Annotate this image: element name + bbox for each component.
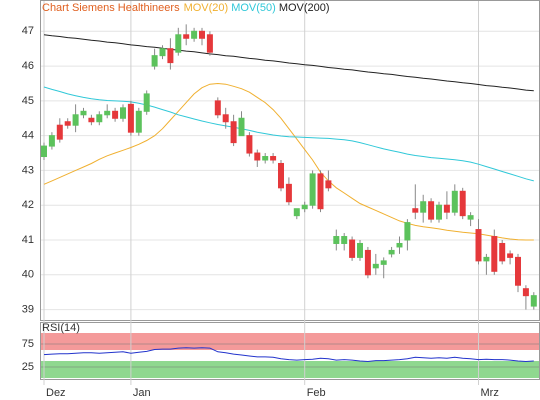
candle-body: [483, 256, 490, 262]
candle-body: [507, 253, 514, 258]
candle-body: [191, 30, 198, 39]
candle-body: [80, 110, 87, 116]
candle-body: [48, 135, 55, 147]
candle-body: [372, 263, 379, 269]
legend-entry: MOV(50): [231, 2, 276, 14]
candle-body: [499, 242, 506, 262]
candle-body: [175, 34, 182, 53]
candle-body: [364, 249, 371, 276]
candle-body: [41, 145, 47, 158]
candle-body: [96, 114, 103, 123]
candle-body: [183, 34, 190, 39]
candle-body: [325, 180, 332, 189]
candle-body: [159, 48, 166, 57]
candle-body: [349, 239, 356, 258]
y-tick-label: 47: [22, 25, 34, 37]
candle-body: [167, 48, 174, 64]
candle-body: [151, 55, 158, 67]
candle-body: [112, 110, 119, 119]
candle-body: [333, 236, 340, 244]
candle-body: [428, 201, 435, 220]
candle-body: [317, 173, 324, 210]
candle-body: [412, 208, 419, 213]
x-tick-label: Mrz: [481, 387, 499, 399]
rsi-tick-label: 75: [22, 338, 34, 350]
candle-body: [388, 249, 395, 255]
rsi-overbought-band: [41, 333, 539, 350]
candle-body: [143, 93, 150, 112]
rsi-title: RSI(14): [42, 322, 80, 334]
moving-average-line: [43, 82, 534, 241]
candle-body: [475, 229, 482, 262]
rsi-tick-label: 25: [22, 361, 34, 373]
candle-body: [293, 208, 300, 217]
y-tick-label: 41: [22, 234, 34, 246]
candle-body: [278, 162, 284, 189]
candle-body: [246, 135, 253, 154]
candle-body: [285, 183, 292, 203]
y-tick-label: 44: [22, 130, 34, 142]
candle-body: [270, 156, 277, 161]
candle-body: [530, 295, 537, 307]
candle-body: [459, 190, 466, 217]
candle-body: [104, 110, 111, 116]
candle-body: [56, 124, 63, 140]
candle-body: [491, 236, 498, 272]
y-tick-label: 42: [22, 199, 34, 211]
y-tick-label: 43: [22, 164, 34, 176]
x-tick-label: Feb: [307, 387, 326, 399]
candle-body: [120, 107, 126, 119]
labels: 39 40 41 42 43 44 45 46 47 25 75 Dez Jan Feb Mrz Chart …: [22, 2, 499, 399]
y-tick-label: 45: [22, 95, 34, 107]
candle-body: [451, 190, 458, 213]
candle-body: [199, 30, 205, 39]
candle-body: [396, 242, 403, 248]
candle-body: [436, 204, 442, 220]
candle-body: [230, 121, 237, 144]
moving-average-line: [43, 34, 534, 92]
candle-body: [467, 215, 474, 220]
candle-body: [515, 256, 521, 286]
candle-body: [380, 260, 387, 265]
moving-average-line: [43, 86, 534, 182]
candle-body: [404, 222, 411, 241]
marks: [41, 24, 537, 363]
rsi-oversold-band: [41, 361, 539, 378]
y-tick-label: 46: [22, 60, 34, 72]
legend-entry: MOV(20): [184, 2, 229, 14]
candle-body: [222, 114, 229, 123]
chart-title: Chart Siemens Healthineers: [42, 2, 180, 14]
candle-body: [206, 34, 213, 53]
candle-body: [127, 103, 134, 133]
candle-body: [72, 114, 79, 126]
x-tick-label: Dez: [46, 387, 66, 399]
y-tick-label: 40: [22, 269, 34, 281]
candle-body: [420, 201, 427, 213]
candle-body: [522, 288, 529, 297]
y-tick-label: 39: [22, 303, 34, 315]
candle-body: [301, 204, 308, 210]
x-tick-label: Jan: [133, 387, 151, 399]
candle-body: [309, 173, 316, 206]
candle-body: [135, 110, 142, 133]
candle-body: [238, 117, 245, 137]
candle-body: [254, 152, 261, 161]
candle-body: [357, 242, 363, 258]
rsi-line: [43, 347, 534, 363]
legend-entry: MOV(200): [279, 2, 330, 14]
candle-body: [88, 117, 95, 123]
candle-body: [214, 100, 221, 116]
candle-body: [443, 204, 450, 213]
candle-body: [341, 236, 348, 244]
main-frame: [40, 0, 540, 321]
candle-body: [64, 121, 71, 126]
candle-body: [262, 156, 269, 161]
